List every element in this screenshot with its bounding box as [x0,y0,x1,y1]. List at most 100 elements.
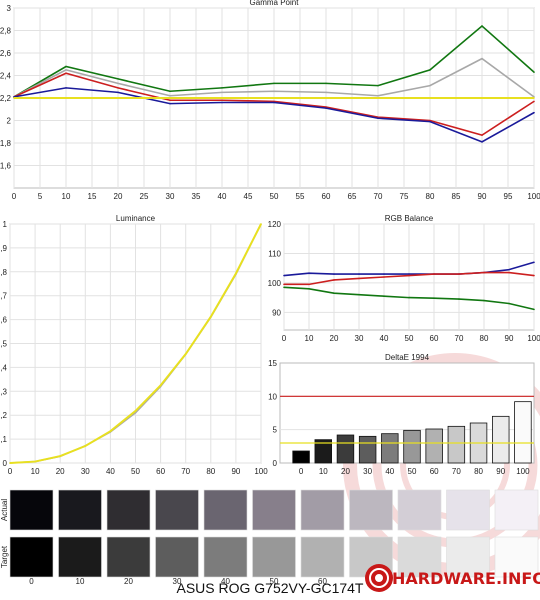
gamma-point-blue [273,101,275,104]
deltae-bar [425,428,443,464]
deltae-bar [492,415,510,464]
gamma-point-green [377,84,379,87]
luminance-title: Luminance [116,214,156,223]
swatch-target [494,536,539,578]
luminance-xtick-label: 80 [206,467,215,476]
rgb-ytick-label: 100 [268,279,282,288]
swatch-actual [397,489,442,531]
swatch-actual [203,489,248,531]
gamma-point-red [169,99,171,102]
rgb-point-green [433,297,435,300]
deltae-xtick-label: 80 [474,467,483,476]
luminance-point-yellow [34,460,36,463]
gamma-point-red [117,87,119,89]
gamma-point-green [325,82,327,85]
rgb-xtick-label: 70 [455,334,464,343]
rgb-point-red [408,274,410,277]
gamma-point-blue [481,141,483,143]
deltae-ytick-label: 5 [273,426,278,435]
gamma-point-green [221,87,223,89]
rgb-ytick-label: 90 [272,308,281,317]
gamma-point-gray [117,82,119,85]
gamma-point-red [221,99,223,102]
deltae-title: DeltaE 1994 [385,353,430,362]
deltae-bar [514,401,532,464]
gamma-xtick-label: 75 [400,192,409,201]
luminance-point-yellow [159,384,162,387]
gamma-xtick-label: 70 [374,192,383,201]
deltae-xtick-label: 30 [363,467,372,476]
luminance-xtick-label: 70 [181,467,190,476]
swatch-actual [155,489,199,531]
gamma-ytick-label: 2,4 [0,72,12,81]
gamma-xtick-label: 50 [270,192,279,201]
gamma-point-red [65,72,67,75]
rgb-point-blue [383,273,385,275]
gamma-xtick-label: 15 [88,192,97,201]
luminance-point-yellow [260,223,262,225]
rgb-point-green [458,298,460,300]
gamma-xtick-label: 65 [348,192,357,201]
deltae-ytick-label: 10 [268,392,277,401]
luminance-point-yellow [235,272,237,275]
swatch-label: 60 [318,577,327,586]
gamma-xtick-label: 85 [452,192,461,201]
gamma-point-green [65,65,67,68]
gamma-point-gray [169,94,171,97]
luminance-point-yellow [210,315,212,318]
swatch-label: 50 [270,577,279,586]
gamma-xtick-label: 0 [12,192,17,201]
rgb-xtick-label: 80 [480,334,489,343]
gamma-point-gray [481,57,483,60]
gamma-point-blue [325,107,327,109]
gamma-point-green [169,90,171,93]
rgb-point-red [533,274,535,277]
gamma-point-yellow [273,97,275,99]
gamma-point-gray [65,69,67,71]
rgb-point-blue [283,274,285,277]
luminance-xtick-label: 30 [81,467,90,476]
rgb-point-red [433,273,435,275]
luminance-ytick-label: 0,6 [0,316,8,325]
rgb-xtick-label: 90 [505,334,514,343]
luminance-ytick-label: 0 [3,459,8,468]
gamma-xtick-label: 90 [478,192,487,201]
gamma-point-green [273,82,275,85]
swatch-target [300,536,345,578]
rgb-ytick-label: 120 [268,220,282,229]
luminance-ytick-label: 0,3 [0,387,8,396]
gamma-xtick-label: 35 [192,192,201,201]
gamma-point-yellow [377,97,379,99]
gamma-point-yellow [117,97,119,99]
deltae-bar [447,425,466,464]
gamma-ytick-label: 1,6 [0,162,12,171]
gamma-point-yellow [221,97,223,99]
rgb-title: RGB Balance [385,214,434,223]
rgb-point-red [483,271,485,274]
gamma-point-blue [65,87,67,89]
rgb-xtick-label: 100 [527,334,540,343]
rgb-xtick-label: 40 [380,334,389,343]
gamma-ytick-label: 2,8 [0,27,12,36]
gamma-point-gray [377,94,379,97]
luminance-ytick-label: 0,1 [0,435,8,444]
gamma-xtick-label: 30 [166,192,175,201]
swatch-actual [300,489,345,531]
gamma-point-yellow [169,97,171,99]
gamma-ytick-label: 2,6 [0,49,12,58]
rgb-point-blue [333,273,335,275]
luminance-xtick-label: 90 [231,467,240,476]
gamma-point-green [429,69,431,71]
rgb-point-green [358,293,360,296]
rgb-xtick-label: 30 [355,334,364,343]
gamma-point-gray [273,90,275,93]
gamma-point-blue [429,120,431,123]
deltae-xtick-label: 70 [452,467,461,476]
swatch-target [58,536,102,578]
gamma-point-yellow [429,97,431,99]
gamma-ytick-label: 2 [7,117,12,126]
rgb-point-blue [308,272,310,274]
gamma-xtick-label: 20 [114,192,123,201]
gamma-xtick-label: 60 [322,192,331,201]
deltae-ytick-label: 0 [273,459,278,468]
